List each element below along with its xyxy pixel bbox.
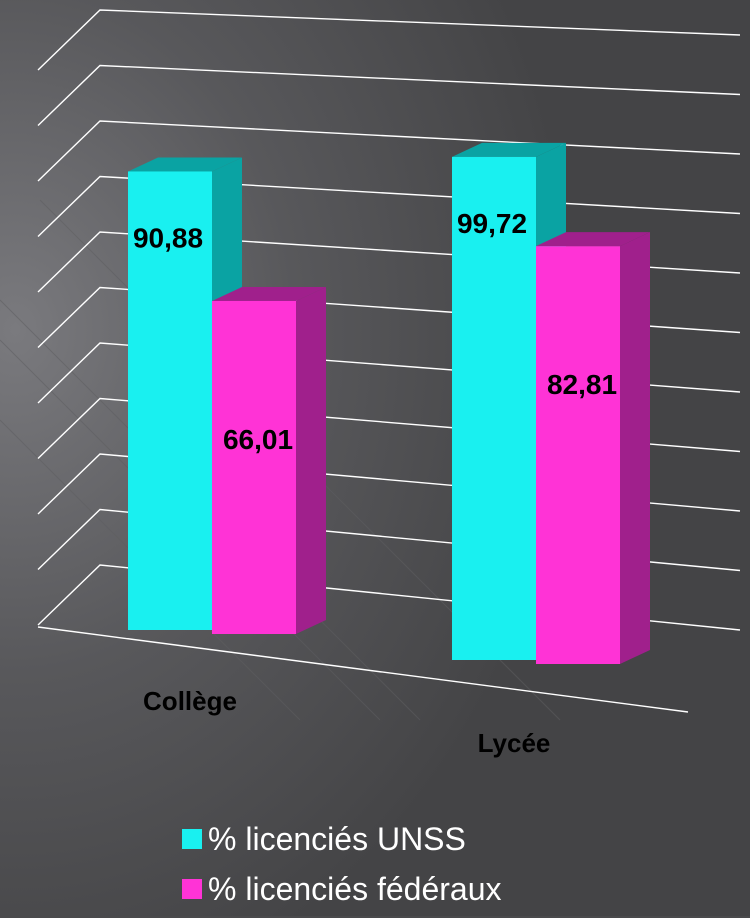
legend-item-unss: % licenciés UNSS bbox=[182, 818, 501, 860]
data-label-unss-college: 90,88 bbox=[133, 222, 203, 253]
gridline bbox=[37, 9, 741, 71]
gridline bbox=[37, 64, 741, 127]
bar-side-federaux-lycee bbox=[620, 232, 650, 664]
data-label-unss-lycee: 99,72 bbox=[457, 208, 527, 239]
legend-label-federaux: % licenciés fédéraux bbox=[208, 870, 502, 907]
bar-top-unss-college bbox=[128, 157, 242, 172]
legend-item-federaux: % licenciés fédéraux bbox=[182, 868, 501, 910]
bar-unss-college bbox=[128, 171, 212, 630]
bar-top-unss-lycee bbox=[452, 142, 566, 157]
chart-labels: 90,88 66,01 Collège 99,72 82,81 Lycée bbox=[133, 208, 617, 758]
data-label-federaux-lycee: 82,81 bbox=[547, 369, 617, 400]
bar-side-federaux-college bbox=[296, 286, 326, 634]
chart-bars bbox=[128, 142, 650, 664]
legend-label-unss: % licenciés UNSS bbox=[208, 820, 466, 857]
data-label-federaux-college: 66,01 bbox=[223, 424, 293, 455]
floor-edge bbox=[37, 626, 689, 713]
bar-federaux-lycee bbox=[536, 246, 620, 664]
bar-unss-lycee bbox=[452, 156, 536, 660]
bar-top-federaux-college bbox=[212, 286, 326, 301]
category-label-lycee: Lycée bbox=[478, 728, 551, 758]
legend-swatch-unss bbox=[182, 829, 202, 849]
bar-federaux-college bbox=[212, 300, 296, 634]
legend-swatch-federaux bbox=[182, 879, 202, 899]
chart-legend: % licenciés UNSS % licenciés fédéraux bbox=[182, 818, 501, 918]
bar-top-federaux-lycee bbox=[536, 232, 650, 247]
category-label-college: Collège bbox=[143, 686, 237, 716]
